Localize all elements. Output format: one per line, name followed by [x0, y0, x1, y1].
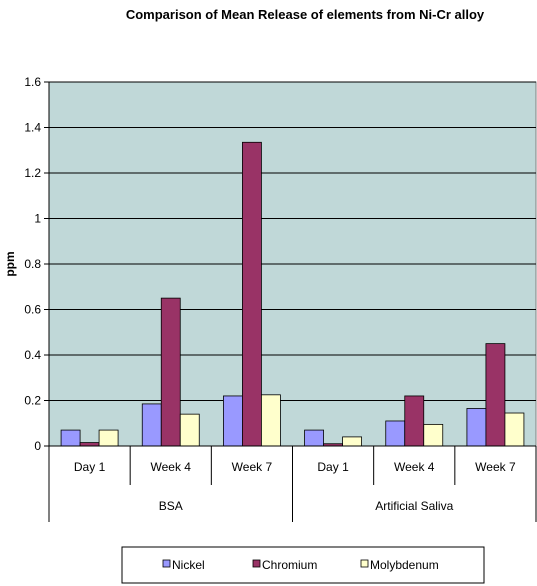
y-tick-label: 1 [34, 212, 41, 226]
legend: Nickel Chromium Molybdenum [121, 546, 485, 584]
bar-chromium [404, 395, 425, 447]
y-axis-label: ppm [3, 251, 17, 276]
bar-chromium [79, 442, 100, 447]
legend-swatch-molybdenum [360, 559, 369, 568]
y-tick-label: 1.4 [24, 121, 41, 135]
legend-swatch-nickel [162, 559, 171, 568]
y-tick-label: 0.4 [24, 348, 41, 362]
y-tick-labels: 0 0.2 0.4 0.6 0.8 1 1.2 1.4 1.6 [24, 75, 41, 453]
x-group-label: Artificial Saliva [375, 499, 453, 513]
y-tick-label: 1.6 [24, 75, 41, 89]
bar-nickel [60, 429, 81, 447]
bar-molybdenum [504, 412, 525, 447]
x-category-label: Week 4 [394, 460, 435, 474]
bar-chromium [160, 297, 181, 447]
legend-box [121, 546, 485, 584]
legend-label-nickel: Nickel [172, 558, 205, 572]
legend-swatch-chromium [252, 559, 261, 568]
y-tick-label: 0.8 [24, 257, 41, 271]
bar-nickel [304, 429, 324, 447]
y-tick-label: 0.2 [24, 394, 41, 408]
gridlines [49, 81, 536, 401]
bar-molybdenum [98, 429, 119, 447]
bar-molybdenum [342, 436, 362, 447]
legend-label-chromium: Chromium [262, 558, 317, 572]
y-tick-label: 0.6 [24, 303, 41, 317]
bar-molybdenum [423, 423, 444, 447]
y-tick-label: 0 [34, 439, 41, 453]
x-category-label: Week 7 [232, 460, 273, 474]
bar-chromium [242, 141, 262, 447]
x-category-label: Day 1 [317, 460, 349, 474]
bar-nickel [141, 403, 162, 447]
bar-nickel [223, 395, 243, 447]
bar-molybdenum [179, 413, 200, 447]
legend-label-molybdenum: Molybdenum [370, 558, 439, 572]
bar-chromium [485, 343, 506, 447]
x-category-label: Day 1 [74, 460, 106, 474]
bar-molybdenum [261, 394, 281, 447]
y-tick-label: 1.2 [24, 166, 41, 180]
x-category-labels: Day 1 Week 4 Week 7 Day 1 Week 4 Week 7 BSA Art… [48, 446, 537, 522]
bar-nickel [466, 408, 487, 447]
bar-nickel [385, 420, 406, 447]
x-category-label: Week 7 [475, 460, 516, 474]
x-group-label: BSA [159, 499, 183, 513]
chart-title: Comparison of Mean Release of elements f… [126, 7, 485, 22]
x-category-label: Week 4 [151, 460, 192, 474]
